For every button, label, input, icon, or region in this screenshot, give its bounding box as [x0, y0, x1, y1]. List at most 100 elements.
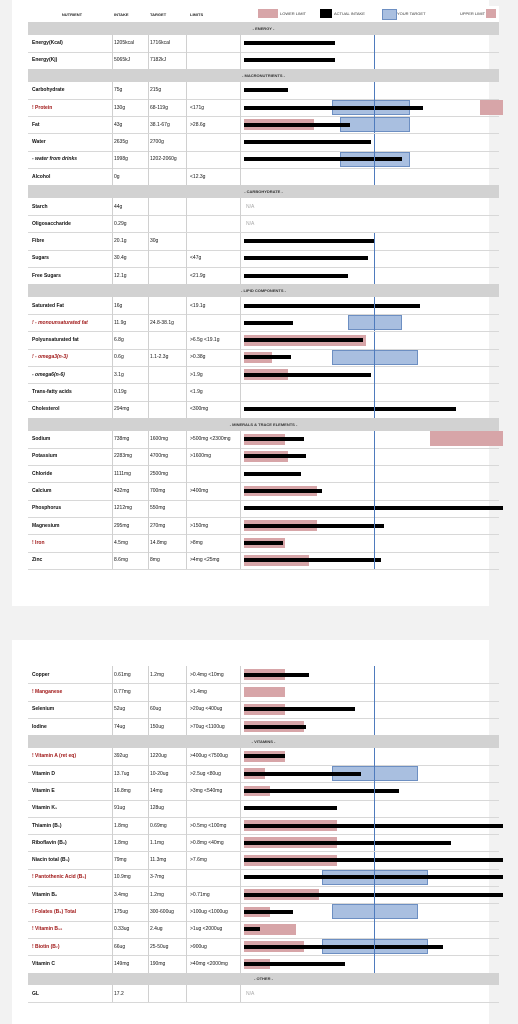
column-divider — [186, 430, 187, 448]
actual-intake-bar — [244, 489, 322, 494]
column-divider — [112, 215, 113, 233]
nutrient-target: 38.1-67g — [150, 121, 170, 128]
column-divider — [240, 666, 241, 684]
column-divider — [148, 430, 149, 448]
target-marker-line — [374, 955, 376, 973]
nutrient-target — [150, 250, 186, 267]
nutrient-intake: 16g — [114, 302, 123, 309]
actual-intake-bar — [244, 88, 289, 93]
column-divider — [148, 249, 149, 268]
nutrient-intake: 44g — [114, 203, 123, 210]
target-marker-line — [374, 81, 376, 99]
nutrient-intake: 1212mg — [114, 505, 133, 512]
nutrient-row: Iodine 74ug 150ug >70ug <1100ug — [28, 717, 499, 737]
column-divider — [148, 903, 149, 921]
column-divider — [240, 499, 241, 517]
nutrient-name: Cholesterol — [32, 406, 60, 413]
nutrient-row: ! - omega3(n-3) 0.6g 1.1-2.3g >0.38g — [28, 348, 499, 368]
nutrient-limits: >1.9g — [190, 371, 203, 378]
actual-intake-bar — [244, 41, 335, 46]
nutrient-target: 68-119g — [150, 104, 168, 111]
column-divider — [186, 116, 187, 134]
column-divider — [240, 232, 241, 250]
actual-intake-bar — [244, 754, 286, 759]
section-label: - ENERGY - — [252, 25, 275, 31]
nutrient-row: Starch 44g N/A — [28, 197, 499, 217]
column-divider — [112, 551, 113, 569]
column-divider — [112, 683, 113, 701]
column-divider — [112, 249, 113, 268]
nutrient-name: Thiamin (B₁) — [32, 822, 62, 829]
column-divider — [240, 534, 241, 552]
column-divider — [112, 98, 113, 117]
column-divider — [112, 765, 113, 783]
column-divider — [112, 985, 113, 1003]
nutrient-limits: >400ug <7500ug — [190, 753, 228, 760]
section-label: - CARBOHYDRATE - — [244, 189, 283, 195]
column-divider — [186, 168, 187, 186]
target-marker-line — [374, 700, 376, 718]
nutrient-target: 10-20ug — [150, 770, 169, 777]
nutrient-target: 60ug — [150, 706, 162, 713]
column-divider — [112, 938, 113, 956]
column-divider — [186, 447, 187, 466]
nutrient-row: Alcohol 0g <12.3g — [28, 168, 499, 187]
legend-lower-swatch — [258, 9, 278, 18]
nutrient-name: Riboflavin (B₂) — [32, 839, 67, 846]
column-divider — [186, 666, 187, 684]
column-divider — [148, 851, 149, 869]
actual-intake-bar — [244, 875, 503, 880]
nutrient-name: Vitamin E — [32, 787, 55, 794]
legend-label: UPPER LIMIT — [460, 11, 486, 16]
nutrient-row: Copper 0.61mg 1.2mg >0.4mg <10mg — [28, 666, 499, 685]
nutrient-row: Carbohydrate 75g 215g — [28, 81, 499, 100]
column-divider — [240, 98, 241, 117]
column-divider — [112, 348, 113, 367]
nutrient-name: Iodine — [32, 723, 47, 730]
nutrient-intake: 1.8mg — [114, 839, 128, 846]
actual-intake-bar — [244, 471, 301, 476]
actual-intake-bar — [244, 724, 307, 729]
column-divider — [148, 215, 149, 233]
actual-intake-bar — [244, 558, 382, 563]
nutrient-limits — [190, 465, 240, 482]
column-divider — [148, 383, 149, 401]
column-divider — [240, 314, 241, 332]
column-divider — [148, 465, 149, 483]
nutrient-limits — [190, 869, 240, 886]
nutrient-intake: 130g — [114, 104, 126, 111]
nutrient-limits: <21.9g — [190, 272, 206, 279]
upper-limit-bar — [430, 431, 503, 447]
column-divider — [240, 886, 241, 904]
column-header-intake: INTAKE — [114, 11, 129, 17]
nutrient-name: ! Vitamin B₁₂ — [32, 926, 63, 933]
nutrient-target: 1716kcal — [150, 40, 171, 47]
target-marker-line — [374, 551, 376, 569]
actual-intake-bar — [244, 140, 371, 145]
nutrient-limits: >1.4mg — [190, 688, 207, 695]
nutrient-intake: 20.1g — [114, 238, 127, 245]
nutrient-row: ! Iron 4.5mg 14.8mg >8mg — [28, 534, 499, 553]
column-divider — [186, 985, 187, 1003]
column-divider — [240, 447, 241, 466]
nutrient-limits: <300mg — [190, 406, 209, 413]
target-marker-line — [374, 232, 376, 250]
actual-intake-bar — [244, 157, 402, 162]
table-header: NUTRIENT INTAKE TARGET LIMITS LOWER LIMIT ACT… — [28, 6, 499, 23]
nutrient-limits: >3mg <540mg — [190, 787, 223, 794]
actual-intake-bar — [244, 437, 304, 442]
nutrient-target: 128ug — [150, 805, 164, 812]
actual-intake-bar — [244, 892, 503, 897]
nutrient-target: 215g — [150, 87, 162, 94]
nutrient-name: Niacin total (B₃) — [32, 857, 70, 864]
nutrient-name: Trans-fatty acids — [32, 389, 72, 396]
nutrient-row: Energy(Kj) 5065kJ 7182kJ — [28, 51, 499, 71]
nutrient-intake: 10.9mg — [114, 874, 131, 881]
column-divider — [240, 938, 241, 956]
target-marker-line — [374, 747, 376, 765]
column-divider — [148, 366, 149, 384]
nutrient-limits: >0.4mg <10mg — [190, 671, 224, 678]
target-marker-line — [374, 799, 376, 817]
nutrient-limits: >20ug <400ug — [190, 706, 223, 713]
nutrient-row: Energy(Kcal) 1205kcal 1716kcal — [28, 34, 499, 53]
